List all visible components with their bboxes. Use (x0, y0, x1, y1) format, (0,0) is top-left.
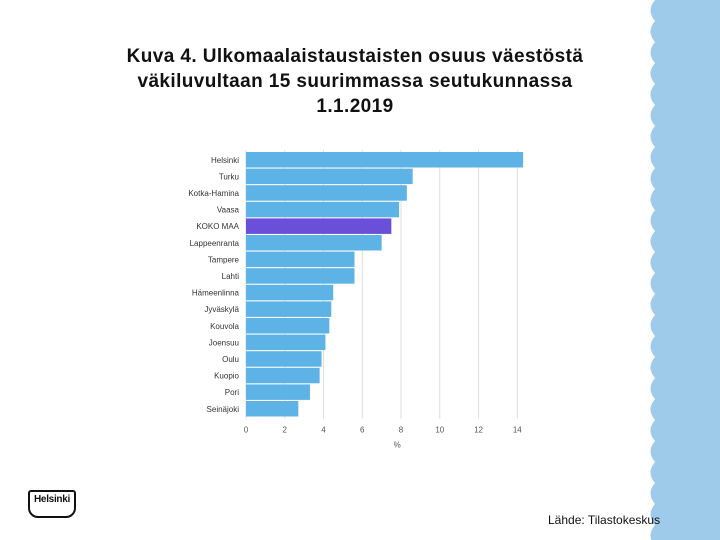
bar (246, 185, 407, 201)
bar (246, 401, 299, 417)
x-tick-label: 4 (321, 426, 326, 435)
bar (246, 318, 330, 334)
category-label: Kouvola (210, 322, 239, 331)
source-note: Lähde: Tilastokeskus (548, 513, 661, 527)
category-label: Hämeenlinna (192, 289, 240, 298)
bar (246, 367, 320, 384)
title-line-3: 1.1.2019 (316, 96, 394, 117)
category-label: Lahti (222, 272, 240, 281)
bar (246, 334, 326, 351)
bar (246, 384, 310, 400)
logo-shield-icon (28, 490, 76, 518)
category-label: Oulu (222, 355, 239, 364)
category-label: Vaasa (217, 206, 240, 215)
x-tick-label: 2 (283, 426, 288, 435)
title-line-1: Kuva 4. Ulkomaalaistaustaisten osuus väe… (126, 46, 584, 67)
bar (246, 268, 355, 284)
bar (246, 351, 322, 367)
helsinki-logo: Helsinki (28, 490, 76, 520)
x-tick-label: 6 (360, 426, 365, 435)
category-label: KOKO MAA (196, 222, 239, 231)
bar (246, 218, 392, 234)
x-axis-label: % (394, 441, 401, 450)
x-tick-label: 8 (399, 426, 404, 435)
bar (246, 152, 524, 168)
title-line-2: väkiluvultaan 15 suurimmassa seutukunnas… (137, 71, 573, 92)
category-label: Tampere (208, 255, 240, 264)
x-tick-label: 14 (513, 426, 522, 435)
bar (246, 201, 400, 218)
bar (246, 235, 382, 251)
category-label: Kuopio (214, 372, 239, 381)
x-tick-label: 10 (435, 426, 444, 435)
category-label: Pori (225, 388, 239, 397)
bar (246, 284, 334, 301)
wave-band (650, 0, 720, 540)
category-label: Helsinki (211, 156, 239, 165)
category-label: Joensuu (209, 338, 239, 347)
slide-title: Kuva 4. Ulkomaalaistaustaisten osuus väe… (70, 44, 640, 119)
category-label: Turku (219, 172, 239, 181)
category-label: Seinäjoki (207, 405, 240, 414)
x-tick-label: 12 (474, 426, 483, 435)
category-label: Kotka-Hamina (188, 189, 239, 198)
bar (246, 251, 355, 268)
bar (246, 168, 413, 185)
x-tick-label: 0 (244, 426, 249, 435)
logo-text: Helsinki (34, 494, 70, 505)
bar (246, 301, 332, 317)
category-label: Lappeenranta (190, 239, 240, 248)
category-label: Jyväskylä (204, 305, 239, 314)
